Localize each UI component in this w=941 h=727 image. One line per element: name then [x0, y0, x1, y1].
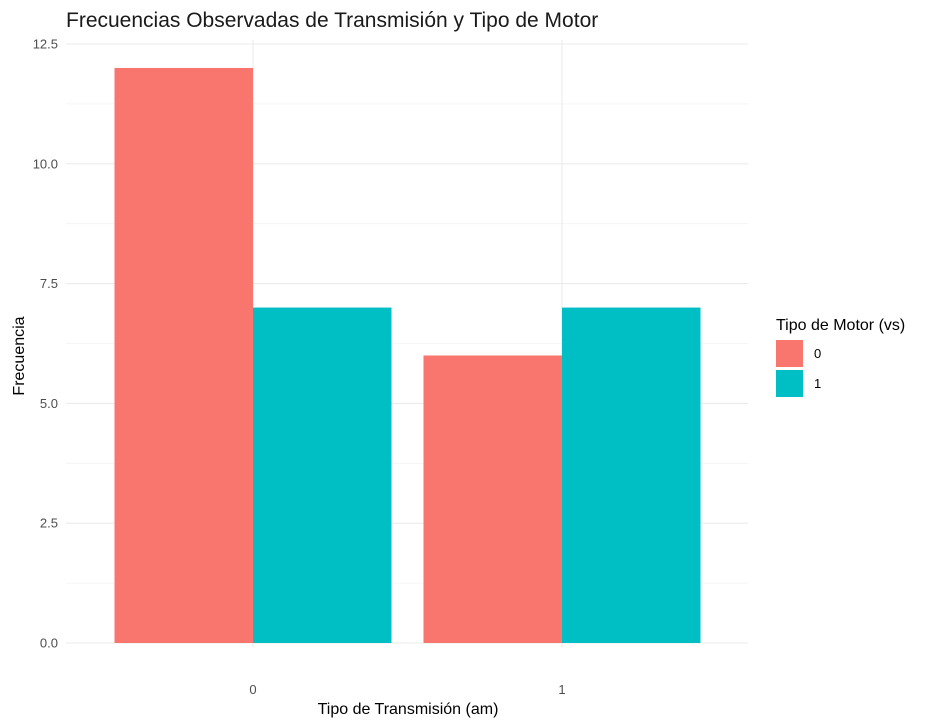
y-axis-ticks: 0.0 2.5 5.0 7.5 10.0 12.5 — [33, 37, 58, 651]
chart-title: Frecuencias Observadas de Transmisión y … — [66, 9, 598, 32]
bars — [114, 67, 701, 643]
legend: Tipo de Motor (vs) 0 1 — [776, 317, 905, 397]
legend-key-0 — [776, 340, 803, 367]
bar-am1-vs1 — [562, 307, 701, 643]
y-tick-label: 7.5 — [40, 276, 58, 291]
y-tick-label: 2.5 — [40, 516, 58, 531]
y-tick-label: 5.0 — [40, 396, 58, 411]
y-tick-label: 10.0 — [33, 156, 58, 171]
legend-label-0: 0 — [814, 346, 821, 361]
y-axis-title: Frecuencia — [11, 316, 28, 395]
x-tick-label: 0 — [249, 682, 256, 697]
y-tick-label: 12.5 — [33, 37, 58, 52]
legend-key-1 — [776, 370, 803, 397]
x-tick-label: 1 — [558, 682, 565, 697]
bar-am1-vs0 — [423, 355, 562, 643]
legend-label-1: 1 — [814, 376, 821, 391]
x-axis-title: Tipo de Transmisión (am) — [318, 701, 499, 718]
bar-am0-vs1 — [253, 307, 392, 643]
bar-am0-vs0 — [114, 67, 253, 643]
legend-title: Tipo de Motor (vs) — [776, 317, 905, 334]
y-tick-label: 0.0 — [40, 636, 58, 651]
